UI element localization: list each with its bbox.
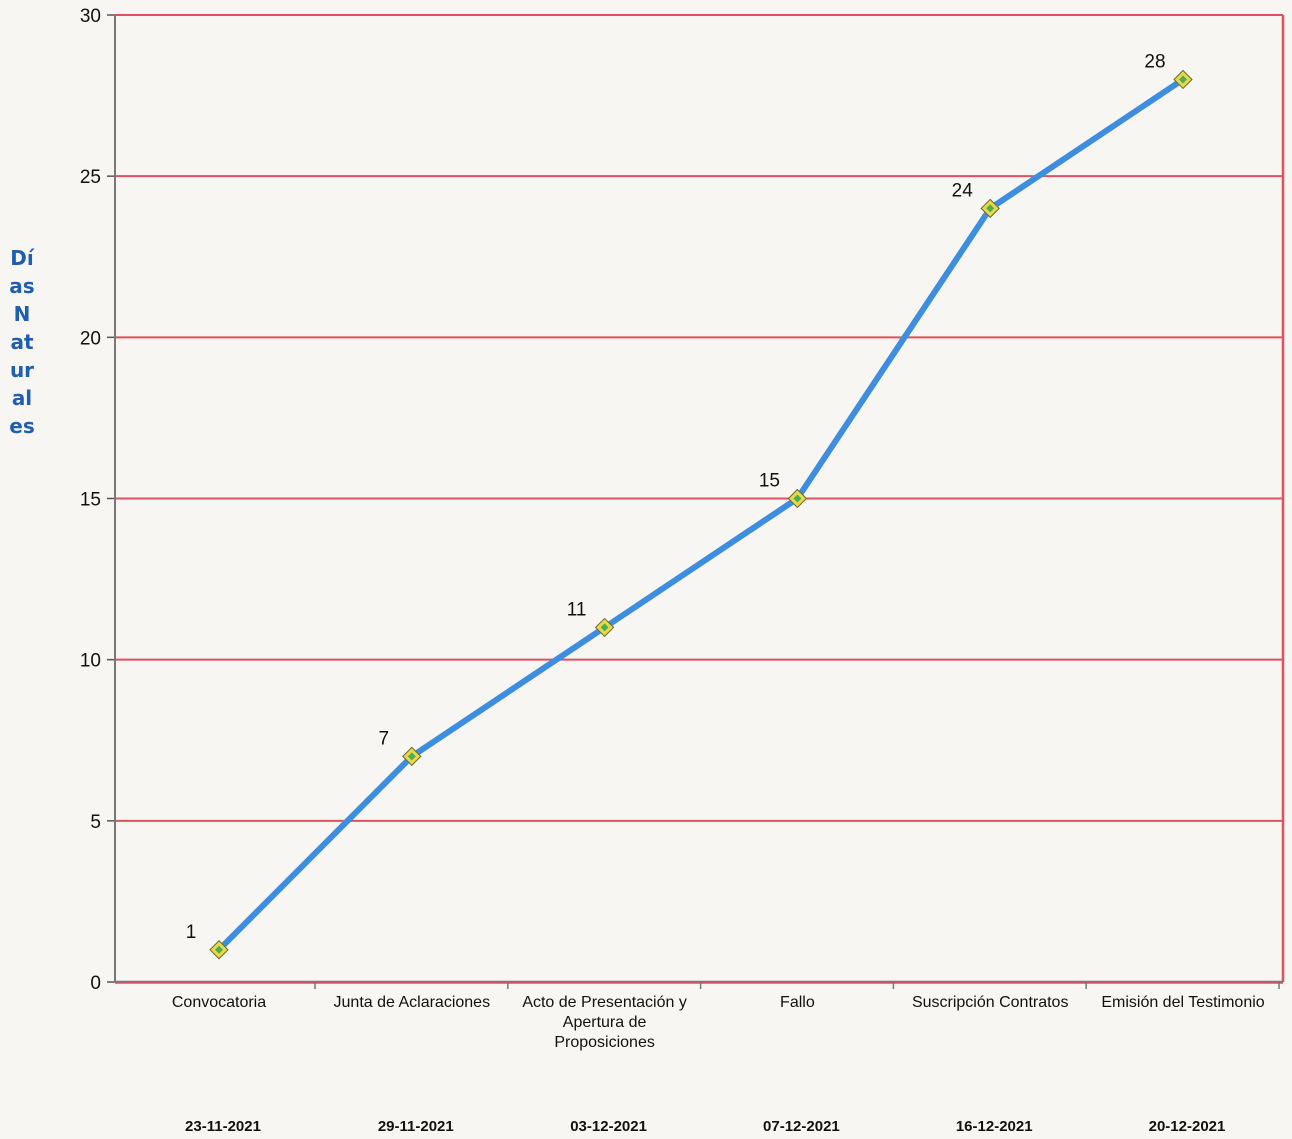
y-tick-label-20: 20 <box>80 328 101 349</box>
x-date-label-0: 23-11-2021 <box>185 1118 261 1135</box>
data-label: 24 <box>952 180 974 201</box>
data-point-marker <box>594 617 615 638</box>
y-axis-label: Días Naturales <box>9 246 42 438</box>
marker-center <box>793 494 802 503</box>
x-date-label-2: 03-12-2021 <box>570 1118 647 1135</box>
marker-center <box>986 204 995 213</box>
data-labels: 1 7 11 15 24 28 <box>186 51 1166 942</box>
y-tick-label-0: 0 <box>90 973 101 994</box>
x-category-label-1: Junta de Aclaraciones <box>334 994 491 1011</box>
data-point-marker <box>787 488 808 509</box>
gridlines <box>115 14 1283 822</box>
data-label: 15 <box>759 471 780 492</box>
y-tick-label-10: 10 <box>80 651 101 672</box>
marker-center <box>1179 75 1187 84</box>
y-tick-label-15: 15 <box>80 490 101 511</box>
x-category-label-3: Fallo <box>780 994 815 1011</box>
x-date-label-1: 29-11-2021 <box>378 1118 454 1135</box>
x-category-label-4: Suscripción Contratos <box>912 994 1069 1011</box>
x-date-label-5: 20-12-2021 <box>1149 1118 1226 1135</box>
data-label: 11 <box>567 599 587 620</box>
x-category-label-5: Emisión del Testimonio <box>1101 994 1264 1011</box>
marker-center <box>600 623 609 632</box>
axes <box>107 14 1285 989</box>
marker-center <box>407 752 416 761</box>
x-date-labels: 23-11-2021 29-11-2021 03-12-2021 07-12-2021… <box>185 1118 1225 1135</box>
data-label: 28 <box>1144 51 1165 72</box>
y-tick-label-30: 30 <box>80 6 101 27</box>
x-category-label-0: Convocatoria <box>172 994 266 1011</box>
x-date-label-4: 16-12-2021 <box>956 1118 1033 1135</box>
x-category-labels: Convocatoria Junta de Aclaraciones Acto de… <box>172 994 1265 1051</box>
x-date-label-3: 07-12-2021 <box>763 1118 840 1135</box>
data-label: 7 <box>379 728 390 749</box>
data-point-marker <box>402 746 422 767</box>
data-point-marker <box>980 198 1000 219</box>
data-point-marker <box>209 940 229 960</box>
data-label: 1 <box>186 922 197 943</box>
data-markers <box>209 69 1193 960</box>
y-tick-labels: 0 5 10 15 20 25 30 <box>80 6 101 994</box>
x-category-label-2: Acto de Presentación y Apertura de Proposi… <box>522 994 687 1051</box>
y-tick-label-5: 5 <box>90 812 101 833</box>
marker-center <box>215 945 223 954</box>
y-tick-label-25: 25 <box>80 167 101 188</box>
data-point-marker <box>1173 69 1193 90</box>
series-line-layer <box>216 76 1186 953</box>
series-line <box>216 76 1186 953</box>
